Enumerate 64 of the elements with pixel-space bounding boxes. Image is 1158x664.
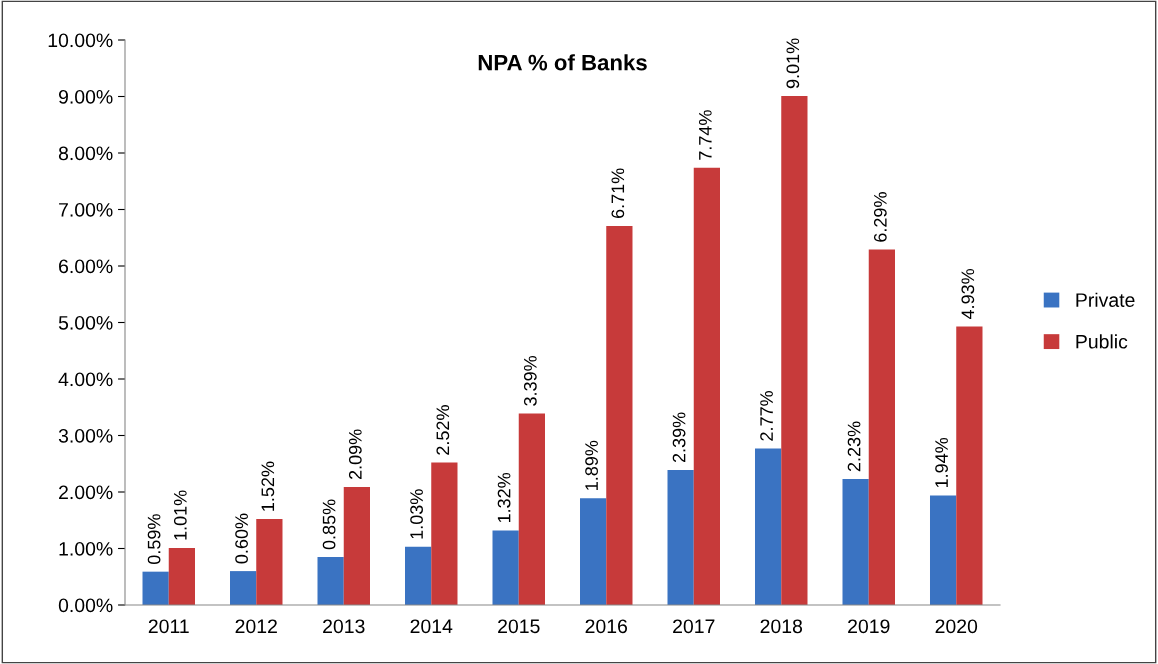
data-label: 1.01% [173, 490, 187, 540]
data-label: 1.32% [497, 472, 511, 523]
y-tick-label: 3.00% [58, 428, 113, 443]
bar [256, 519, 283, 605]
data-label: 9.01% [786, 38, 800, 89]
x-tick-label: 2020 [935, 619, 978, 634]
y-tick-label: 4.00% [58, 372, 113, 387]
bar [781, 95, 808, 605]
x-tick-label: 2016 [585, 619, 628, 634]
bar [956, 326, 983, 605]
bar [580, 498, 607, 605]
text: NPA % of Banks [478, 54, 647, 71]
data-label: 3.39% [523, 355, 537, 406]
y-tick-label: 6.00% [59, 259, 113, 274]
bar [518, 413, 545, 605]
x-tick-label: 2012 [235, 619, 277, 634]
data-label: 1.94% [935, 437, 948, 488]
data-label: 7.74% [699, 110, 712, 160]
y-tick-label: 1.00% [59, 541, 113, 556]
bar [431, 462, 458, 605]
data-label: 1.03% [410, 489, 423, 539]
data-label: 6.71% [611, 168, 625, 219]
x-tick-label: 2015 [498, 619, 540, 634]
data-label: 1.89% [585, 440, 598, 490]
x-tick-label: 2014 [410, 619, 453, 634]
legend-label: Public [1076, 334, 1128, 349]
data-label: 2.39% [672, 412, 686, 463]
bar [230, 571, 257, 605]
y-tick-label: 5.00% [58, 315, 113, 330]
x-tick-label: 2017 [673, 619, 715, 634]
data-label: 1.52% [261, 461, 275, 511]
y-tick-label: 0.00% [58, 598, 113, 613]
data-label: 0.59% [147, 514, 161, 565]
bar [693, 167, 720, 605]
bar [317, 556, 344, 605]
x-tick-label: 2011 [148, 619, 189, 634]
data-label: 2.77% [760, 391, 773, 441]
data-label: 2.23% [847, 421, 861, 472]
y-tick-label: 2.00% [59, 485, 113, 500]
data-label: 0.85% [322, 499, 336, 550]
bar [842, 479, 869, 605]
bar [142, 571, 169, 605]
bar [343, 486, 370, 605]
y-tick-label: 10.00% [48, 33, 113, 48]
bar [405, 546, 432, 605]
bar [930, 495, 957, 605]
bar [755, 448, 782, 605]
y-tick-label: 7.00% [59, 202, 113, 217]
y-tick-label: 8.00% [58, 146, 113, 161]
y-tick-label: 9.00% [58, 89, 113, 104]
legend-label: Private [1076, 292, 1135, 307]
data-label: 6.29% [873, 192, 887, 242]
data-label: 4.93% [961, 268, 975, 320]
data-label: 0.60% [235, 513, 248, 564]
bar [492, 530, 519, 605]
bar [868, 249, 895, 605]
x-tick-label: 2013 [323, 619, 365, 634]
data-label: 2.52% [436, 405, 450, 455]
x-tick-label: 2018 [760, 619, 803, 634]
bar [667, 469, 694, 605]
data-label: 2.09% [348, 429, 362, 480]
x-tick-label: 2019 [848, 619, 890, 634]
bar [606, 225, 633, 605]
bar [168, 547, 195, 605]
